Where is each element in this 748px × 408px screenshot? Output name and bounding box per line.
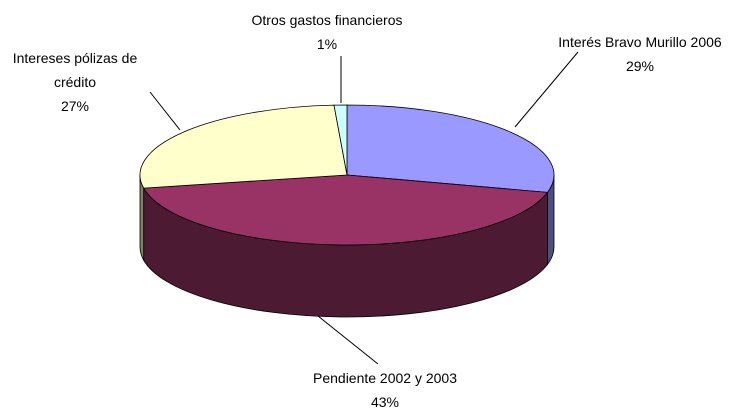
leader-line: [514, 51, 579, 128]
pie-tops: [139, 104, 555, 246]
slice-label: Otros gastos financieros 1%: [252, 8, 403, 56]
pie-sides: [139, 174, 555, 318]
pie-slice: [143, 174, 549, 246]
slice-label: Intereses pólizas de crédito 27%: [0, 46, 150, 118]
percent-label: 1%: [316, 36, 338, 52]
pie-slice: [139, 104, 348, 189]
percent-label: 43%: [370, 394, 400, 408]
slice-label: Interés Bravo Murillo 2006 29%: [558, 30, 721, 78]
category-name: Otros gastos financieros: [251, 12, 403, 28]
leader-line: [317, 315, 379, 365]
slice-label: Pendiente 2002 y 2003 43%: [313, 366, 457, 408]
pie-slice: [346, 104, 555, 193]
percent-label: 29%: [625, 58, 655, 74]
leader-line: [149, 91, 181, 131]
category-name: Intereses pólizas de crédito: [12, 50, 138, 90]
percent-label: 27%: [60, 98, 90, 114]
category-name: Pendiente 2002 y 2003: [312, 370, 458, 386]
pie-slice: [333, 104, 348, 176]
category-name: Interés Bravo Murillo 2006: [558, 34, 722, 50]
